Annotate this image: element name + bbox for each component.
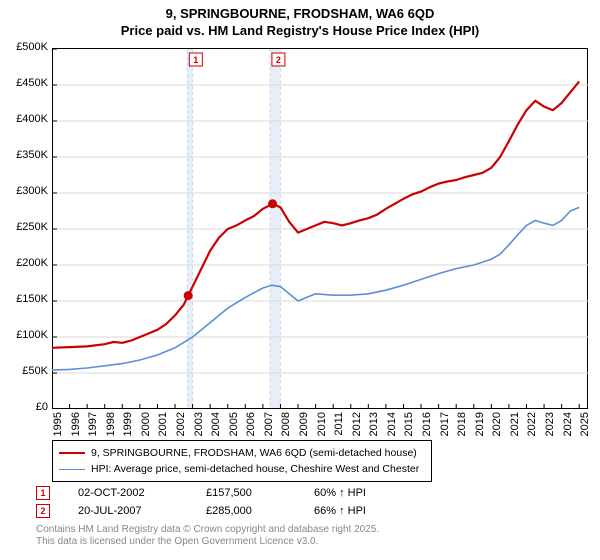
y-tick-label: £350K — [2, 149, 48, 161]
x-tick-label: 2010 — [316, 412, 328, 442]
x-tick-label: 2004 — [210, 412, 222, 442]
svg-text:1: 1 — [193, 55, 198, 65]
x-tick-label: 2008 — [280, 412, 292, 442]
x-tick-label: 2020 — [491, 412, 503, 442]
y-tick-label: £300K — [2, 185, 48, 197]
title-block: 9, SPRINGBOURNE, FRODSHAM, WA6 6QD Price… — [0, 0, 600, 40]
footer: Contains HM Land Registry data © Crown c… — [36, 524, 379, 548]
y-tick-label: £450K — [2, 77, 48, 89]
marker-date: 02-OCT-2002 — [78, 487, 178, 499]
chart-container: 9, SPRINGBOURNE, FRODSHAM, WA6 6QD Price… — [0, 0, 600, 560]
x-tick-label: 2018 — [456, 412, 468, 442]
marker-badge: 1 — [36, 486, 50, 500]
x-tick-label: 1996 — [70, 412, 82, 442]
x-tick-label: 2022 — [526, 412, 538, 442]
legend-swatch — [59, 469, 85, 470]
marker-row: 1 02-OCT-2002 £157,500 60% ↑ HPI — [36, 484, 404, 502]
x-tick-label: 1997 — [87, 412, 99, 442]
legend-text: HPI: Average price, semi-detached house,… — [91, 463, 419, 475]
x-tick-label: 2013 — [368, 412, 380, 442]
x-tick-label: 2023 — [544, 412, 556, 442]
y-tick-label: £0 — [2, 401, 48, 413]
x-tick-label: 1998 — [105, 412, 117, 442]
y-tick-label: £200K — [2, 257, 48, 269]
y-tick-label: £400K — [2, 113, 48, 125]
legend-text: 9, SPRINGBOURNE, FRODSHAM, WA6 6QD (semi… — [91, 447, 417, 459]
marker-price: £157,500 — [206, 487, 286, 499]
plot-area: 12 — [52, 48, 588, 408]
marker-pct: 66% ↑ HPI — [314, 505, 404, 517]
y-tick-label: £250K — [2, 221, 48, 233]
marker-row: 2 20-JUL-2007 £285,000 66% ↑ HPI — [36, 502, 404, 520]
footer-line2: This data is licensed under the Open Gov… — [36, 536, 379, 548]
marker-date: 20-JUL-2007 — [78, 505, 178, 517]
y-tick-label: £150K — [2, 293, 48, 305]
marker-table: 1 02-OCT-2002 £157,500 60% ↑ HPI 2 20-JU… — [36, 484, 404, 520]
x-tick-label: 2017 — [439, 412, 451, 442]
legend-swatch — [59, 452, 85, 454]
x-tick-label: 2025 — [579, 412, 591, 442]
x-tick-label: 1995 — [52, 412, 64, 442]
svg-text:2: 2 — [276, 55, 281, 65]
marker-pct: 60% ↑ HPI — [314, 487, 404, 499]
legend-row: 9, SPRINGBOURNE, FRODSHAM, WA6 6QD (semi… — [59, 445, 425, 461]
x-tick-label: 2021 — [509, 412, 521, 442]
y-tick-label: £50K — [2, 365, 48, 377]
x-tick-label: 2007 — [263, 412, 275, 442]
x-tick-label: 2015 — [403, 412, 415, 442]
x-tick-label: 2000 — [140, 412, 152, 442]
y-tick-label: £500K — [2, 41, 48, 53]
x-tick-label: 2003 — [193, 412, 205, 442]
x-tick-label: 2024 — [562, 412, 574, 442]
x-tick-label: 2014 — [386, 412, 398, 442]
legend: 9, SPRINGBOURNE, FRODSHAM, WA6 6QD (semi… — [52, 440, 432, 482]
legend-row: HPI: Average price, semi-detached house,… — [59, 461, 425, 477]
x-tick-label: 1999 — [122, 412, 134, 442]
chart-svg: 12 — [52, 49, 588, 409]
x-tick-label: 2019 — [474, 412, 486, 442]
x-tick-label: 2011 — [333, 412, 345, 442]
x-tick-label: 2006 — [245, 412, 257, 442]
title-address: 9, SPRINGBOURNE, FRODSHAM, WA6 6QD — [8, 6, 592, 21]
footer-line1: Contains HM Land Registry data © Crown c… — [36, 524, 379, 536]
x-tick-label: 2009 — [298, 412, 310, 442]
y-tick-label: £100K — [2, 329, 48, 341]
x-tick-label: 2002 — [175, 412, 187, 442]
marker-price: £285,000 — [206, 505, 286, 517]
marker-badge: 2 — [36, 504, 50, 518]
x-tick-label: 2012 — [351, 412, 363, 442]
title-subtitle: Price paid vs. HM Land Registry's House … — [8, 23, 592, 38]
x-tick-label: 2016 — [421, 412, 433, 442]
x-tick-label: 2005 — [228, 412, 240, 442]
x-tick-label: 2001 — [157, 412, 169, 442]
